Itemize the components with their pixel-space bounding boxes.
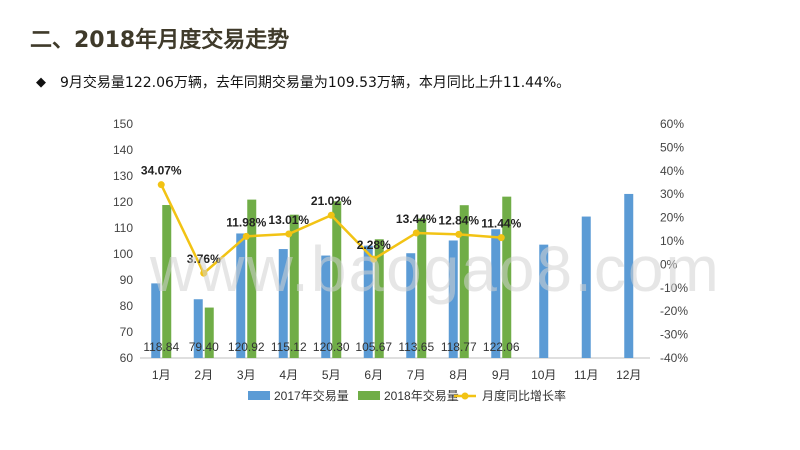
bar-value-label: 79.40 — [189, 340, 219, 354]
y-right-tick-label: 30% — [660, 187, 684, 201]
bar-2018 — [332, 201, 342, 358]
bar-2017 — [624, 193, 634, 358]
bar-value-label: 105.67 — [355, 340, 392, 354]
bar-2018 — [374, 239, 384, 358]
y-left-tick-label: 100 — [113, 247, 133, 261]
rate-value-label: 2.28% — [357, 238, 391, 252]
x-tick-label: 2月 — [194, 368, 213, 382]
bar-2018 — [162, 205, 172, 358]
bar-value-label: 120.92 — [228, 340, 265, 354]
bar-2017 — [406, 253, 416, 358]
rate-value-label: 11.44% — [481, 217, 521, 231]
rate-point — [497, 234, 505, 242]
y-left-tick-label: 130 — [113, 169, 133, 183]
x-tick-label: 5月 — [322, 368, 341, 382]
rate-value-label: 12.84% — [438, 213, 479, 227]
bar-2017 — [363, 245, 373, 358]
y-left-tick-label: 150 — [113, 117, 133, 131]
y-right-tick-label: 40% — [660, 164, 684, 178]
rate-point — [412, 229, 420, 237]
x-tick-label: 9月 — [492, 368, 511, 382]
bar-2018 — [417, 218, 427, 358]
page-title: 二、2018年月度交易走势 — [30, 28, 290, 53]
y-right-tick-label: 20% — [660, 211, 684, 225]
x-tick-label: 8月 — [449, 368, 468, 382]
x-tick-label: 12月 — [616, 368, 641, 382]
rate-point — [200, 269, 208, 277]
rate-value-label: 11.98% — [226, 215, 266, 229]
bar-2018 — [502, 196, 512, 358]
bar-2017 — [321, 255, 331, 358]
rate-point — [285, 230, 293, 238]
rate-point — [242, 232, 250, 240]
summary-line: ◆ 9月交易量122.06万辆，去年同期交易量为109.53万辆，本月同比上升1… — [36, 72, 570, 92]
rate-value-label: 13.44% — [396, 212, 437, 226]
summary-text: 9月交易量122.06万辆，去年同期交易量为109.53万辆，本月同比上升11.… — [60, 75, 571, 91]
bar-value-label: 118.84 — [143, 340, 179, 354]
bar-2017 — [278, 249, 288, 358]
x-tick-label: 6月 — [364, 368, 383, 382]
y-right-tick-label: 60% — [660, 117, 684, 131]
bar-2018 — [247, 199, 257, 358]
y-right-tick-label: 50% — [660, 140, 684, 154]
y-right-tick-label: -20% — [660, 304, 688, 318]
y-left-tick-label: 90 — [120, 273, 134, 287]
y-left-tick-label: 70 — [120, 325, 134, 339]
legend-swatch-2017 — [248, 391, 270, 400]
legend-swatch-2018 — [358, 391, 380, 400]
diamond-bullet-icon: ◆ — [36, 74, 46, 90]
legend-label-2017: 2017年交易量 — [274, 388, 349, 403]
rate-point — [370, 255, 378, 263]
rate-value-label: 3.76% — [187, 252, 221, 266]
bar-2017 — [151, 283, 161, 358]
x-tick-label: 10月 — [531, 368, 556, 382]
rate-point — [327, 211, 335, 219]
bar-2017 — [491, 229, 501, 358]
bar-2017 — [193, 299, 203, 358]
rate-point — [455, 230, 463, 238]
y-left-tick-label: 60 — [120, 351, 134, 365]
bar-2017 — [539, 244, 549, 358]
y-right-tick-label: -10% — [660, 281, 688, 295]
bar-value-label: 115.12 — [271, 340, 307, 354]
y-right-tick-label: -40% — [660, 351, 688, 365]
rate-value-label: 21.02% — [311, 194, 352, 208]
bar-value-label: 118.77 — [441, 340, 477, 354]
x-tick-label: 1月 — [152, 368, 171, 382]
bar-2018 — [289, 214, 299, 358]
y-left-tick-label: 120 — [113, 195, 133, 209]
y-right-tick-label: 0% — [660, 257, 678, 271]
legend-label-2018: 2018年交易量 — [384, 388, 459, 403]
x-tick-label: 3月 — [237, 368, 256, 382]
x-tick-label: 4月 — [279, 368, 298, 382]
bar-2017 — [236, 233, 246, 358]
bar-value-label: 113.65 — [398, 340, 434, 354]
rate-value-label: 13.01% — [268, 213, 309, 227]
y-right-tick-label: -30% — [660, 328, 688, 342]
bar-2017 — [448, 240, 458, 358]
bar-value-label: 122.06 — [483, 340, 520, 354]
y-right-tick-label: 10% — [660, 234, 684, 248]
x-tick-label: 7月 — [407, 368, 426, 382]
bar-value-label: 120.30 — [313, 340, 350, 354]
rate-point — [157, 181, 165, 189]
rate-value-label: 34.07% — [141, 164, 182, 178]
legend-label-rate: 月度同比增长率 — [482, 388, 566, 403]
y-left-tick-label: 110 — [114, 221, 133, 235]
legend-marker-rate — [461, 392, 469, 400]
bar-2017 — [581, 216, 591, 358]
bar-2018 — [204, 307, 214, 358]
y-left-tick-label: 140 — [113, 143, 133, 157]
x-tick-label: 11月 — [574, 368, 598, 382]
bar-2018 — [459, 205, 469, 358]
y-left-tick-label: 80 — [120, 299, 134, 313]
